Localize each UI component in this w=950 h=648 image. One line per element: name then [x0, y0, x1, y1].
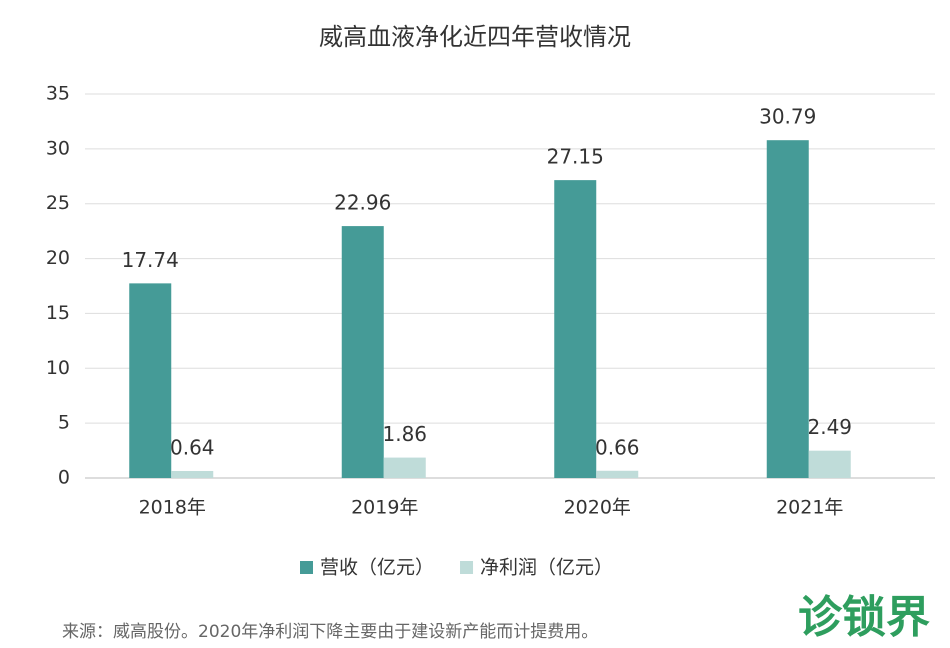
x-tick-label: 2020年: [564, 497, 631, 519]
y-tick-label: 20: [46, 247, 70, 269]
bar: [808, 450, 851, 478]
bar: [766, 140, 809, 479]
x-tick-label: 2018年: [139, 497, 206, 519]
value-label: 30.79: [759, 105, 816, 129]
value-label: 17.74: [122, 248, 179, 272]
bar: [171, 470, 214, 478]
y-tick-label: 25: [46, 192, 70, 214]
bar: [383, 457, 426, 478]
y-tick-label: 5: [58, 412, 70, 434]
legend-swatch: [300, 561, 313, 574]
y-tick-label: 10: [46, 357, 70, 379]
value-label: 0.64: [170, 435, 215, 459]
bar: [341, 226, 384, 478]
value-label: 2.49: [807, 415, 852, 439]
legend-label: 营收（亿元）: [320, 557, 434, 579]
value-label: 27.15: [547, 145, 604, 169]
x-tick-label: 2019年: [351, 497, 418, 519]
y-tick-label: 15: [46, 302, 70, 324]
bar: [554, 180, 597, 478]
value-label: 22.96: [334, 191, 391, 215]
y-tick-label: 0: [58, 467, 70, 489]
y-tick-label: 30: [46, 137, 70, 159]
legend-swatch: [460, 561, 474, 574]
value-label: 1.86: [382, 422, 427, 446]
bar: [129, 283, 172, 478]
x-tick-label: 2021年: [776, 497, 843, 519]
bar: [596, 470, 639, 478]
value-label: 0.66: [595, 435, 640, 459]
watermark: 诊锁界: [798, 592, 930, 643]
y-tick-label: 35: [46, 83, 70, 105]
source-note: 来源：威高股份。2020年净利润下降主要由于建设新产能而计提费用。: [62, 622, 598, 642]
chart-title: 威高血液净化近四年营收情况: [319, 23, 631, 51]
legend-label: 净利润（亿元）: [480, 557, 613, 579]
